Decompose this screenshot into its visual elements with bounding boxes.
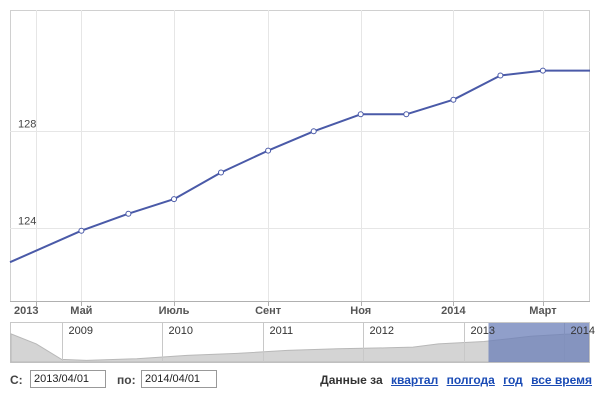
x-tick-label: Июль	[159, 305, 190, 317]
x-tick-label: 2013	[14, 305, 38, 317]
navigator-selection[interactable]	[488, 323, 590, 362]
navigator-year-label: 2009	[69, 325, 93, 337]
period-link-all-time[interactable]: все время	[531, 373, 592, 387]
data-point[interactable]	[125, 210, 132, 217]
data-point[interactable]	[539, 67, 546, 74]
x-tick-label: Сент	[255, 305, 282, 317]
plot-border	[10, 10, 590, 302]
period-label: Данные за	[320, 373, 383, 387]
data-point[interactable]	[265, 147, 272, 154]
y-tick-label: 124	[18, 216, 36, 228]
navigator-year-labels: 2009 2010 2011 2012 2013 2014	[69, 325, 595, 337]
period-link-year[interactable]: год	[503, 373, 523, 387]
data-point[interactable]	[450, 96, 457, 103]
data-point[interactable]	[218, 169, 224, 176]
from-date-input[interactable]	[30, 370, 106, 388]
grid	[10, 10, 590, 301]
x-tick-label: Ноя	[350, 305, 371, 317]
navigator-year-label: 2012	[370, 325, 394, 337]
navigator-year-label: 2013	[471, 325, 495, 337]
period-link-quarter[interactable]: квартал	[390, 373, 439, 387]
data-point[interactable]	[78, 227, 85, 234]
data-point[interactable]	[171, 196, 177, 203]
period-link-half-year[interactable]: полгода	[446, 373, 495, 387]
period-selector: Данные за квартал полгода год все время	[320, 373, 592, 387]
plot-area: 124 128	[9, 10, 590, 302]
data-point[interactable]	[310, 128, 317, 135]
to-date-input[interactable]	[141, 370, 217, 388]
to-label: по:	[117, 373, 136, 387]
range-navigator[interactable]: 2009 2010 2011 2012 2013 2014	[10, 322, 595, 363]
x-tick-label: Май	[70, 305, 92, 317]
x-tick-label: 2014	[441, 305, 466, 317]
x-tick-label: Март	[529, 305, 557, 317]
data-point[interactable]	[497, 72, 504, 79]
navigator-year-label: 2010	[169, 325, 193, 337]
from-label: С:	[10, 373, 23, 387]
y-tick-label: 128	[18, 119, 36, 131]
navigator-year-label: 2011	[270, 325, 294, 337]
x-axis-ticks: 2013 Май Июль Сент Ноя 2014 Март	[14, 301, 557, 317]
date-range-bar: С: по: Данные за квартал полгода год все…	[0, 368, 600, 394]
data-point[interactable]	[403, 111, 410, 118]
x-axis: 2013 Май Июль Сент Ноя 2014 Март	[10, 301, 590, 317]
series-points	[78, 67, 546, 234]
navigator-year-label: 2014	[571, 325, 595, 337]
y-axis-ticks: 124 128	[18, 119, 36, 228]
data-point[interactable]	[357, 111, 364, 118]
